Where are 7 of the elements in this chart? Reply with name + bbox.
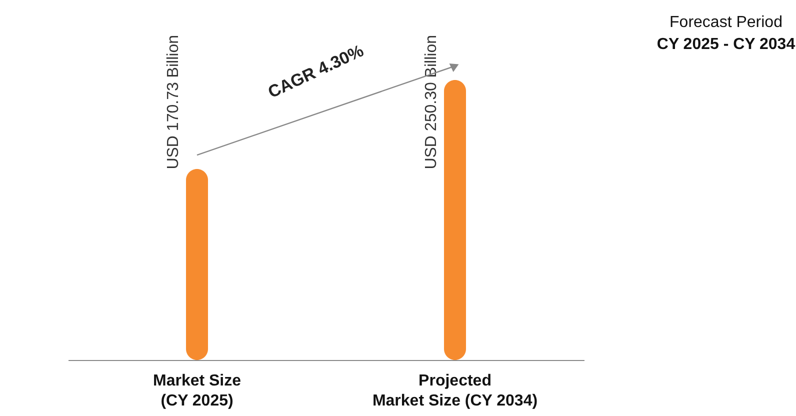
data-label: USD 250.30 Billion [423, 35, 440, 170]
data-label: USD 170.73 Billion [165, 35, 182, 170]
x-tick-label: Projected Market Size (CY 2034) [372, 372, 538, 410]
x-tick-label: Market Size (CY 2025) [152, 372, 242, 410]
text: Forecast Period [670, 14, 782, 31]
text: CY 2025 - CY 2034 [656, 36, 796, 53]
annotation: CAGR 4.30% [265, 41, 366, 102]
